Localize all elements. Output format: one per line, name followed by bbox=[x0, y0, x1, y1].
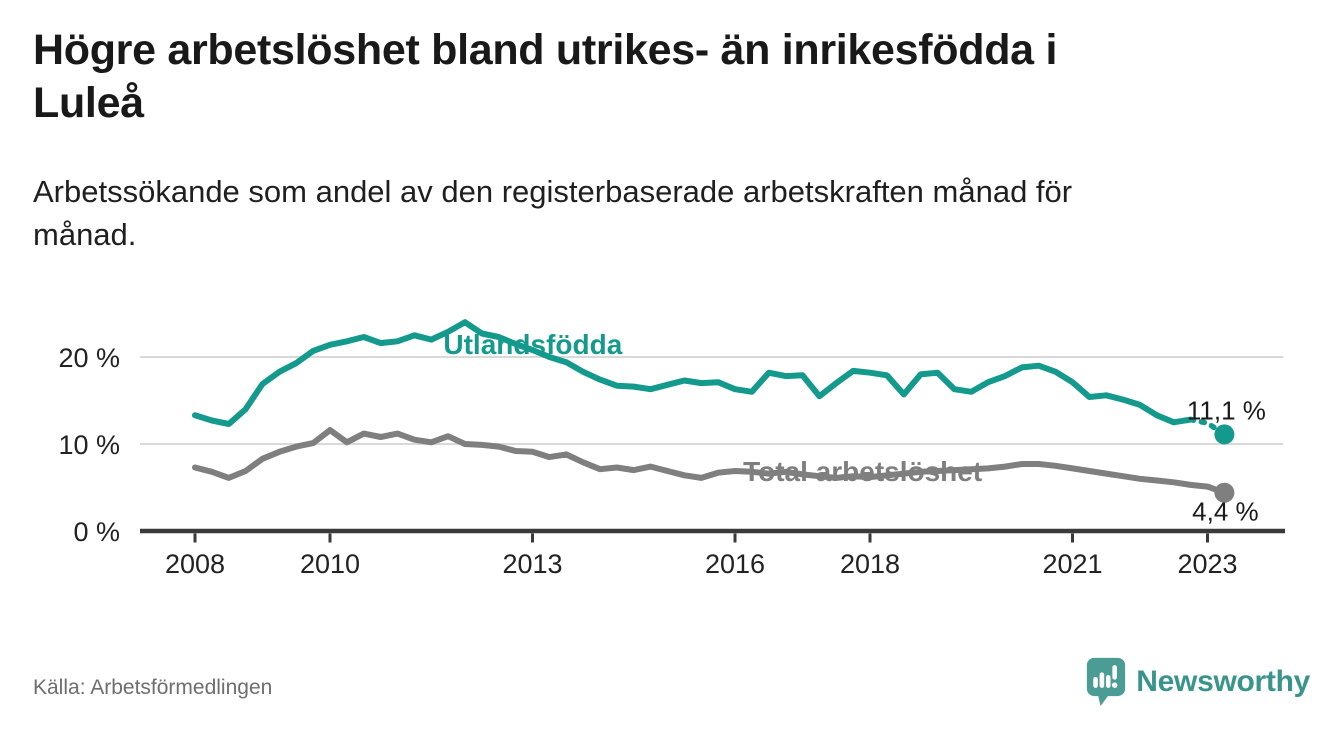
series-end-dot-total bbox=[1214, 482, 1235, 503]
chart-title: Högre arbetslöshet bland utrikes- än inr… bbox=[33, 24, 1057, 130]
chart-title-line-1: Högre arbetslöshet bland utrikes- än inr… bbox=[33, 26, 1058, 74]
y-tick-label-10: 10 % bbox=[58, 430, 120, 460]
source-note: Källa: Arbetsförmedlingen bbox=[33, 676, 273, 699]
chart-plot: 20 % 10 % 0 % 2008 2010 2013 2016 2018 2021 2023 U… bbox=[58, 319, 1285, 579]
series-end-value-total: 4,4 % bbox=[1192, 497, 1259, 527]
chart-title-line-2: Luleå bbox=[33, 79, 144, 127]
series-label-total: Total arbetslöshet bbox=[743, 456, 982, 487]
x-tick-label-2010: 2010 bbox=[300, 549, 360, 579]
logo-exclamation-bar bbox=[1112, 665, 1118, 680]
series-end-dot-utlandsfodda bbox=[1214, 424, 1235, 445]
x-tick-label-2021: 2021 bbox=[1042, 549, 1102, 579]
x-tick-label-2008: 2008 bbox=[165, 549, 225, 579]
series-label-utlandsfodda: Utlandsfödda bbox=[443, 329, 622, 360]
logo-bar-1 bbox=[1093, 676, 1099, 688]
logo-bar-2 bbox=[1099, 672, 1105, 688]
x-tick-label-2016: 2016 bbox=[705, 549, 765, 579]
chart-subtitle-line-2: månad. bbox=[33, 217, 137, 252]
logo-bar-3 bbox=[1106, 675, 1111, 688]
series-end-value-utlandsfodda: 11,1 % bbox=[1187, 395, 1266, 425]
newsworthy-logo: Newsworthy bbox=[1085, 656, 1310, 707]
chart-subtitle: Arbetssökande som andel av den registerb… bbox=[33, 170, 1072, 256]
x-tick-label-2023: 2023 bbox=[1177, 549, 1237, 579]
series-line-total bbox=[192, 427, 1228, 496]
y-tick-label-20: 20 % bbox=[58, 343, 120, 373]
chart-subtitle-line-1: Arbetssökande som andel av den registerb… bbox=[33, 174, 1073, 209]
newsworthy-logo-text: Newsworthy bbox=[1136, 664, 1310, 698]
x-tick-label-2018: 2018 bbox=[840, 549, 900, 579]
newsworthy-logo-icon bbox=[1087, 657, 1126, 707]
series-line-utlandsfodda bbox=[192, 319, 1194, 427]
logo-exclamation-dot bbox=[1112, 682, 1118, 688]
x-tick-label-2013: 2013 bbox=[502, 549, 562, 579]
y-tick-label-0: 0 % bbox=[73, 517, 120, 547]
